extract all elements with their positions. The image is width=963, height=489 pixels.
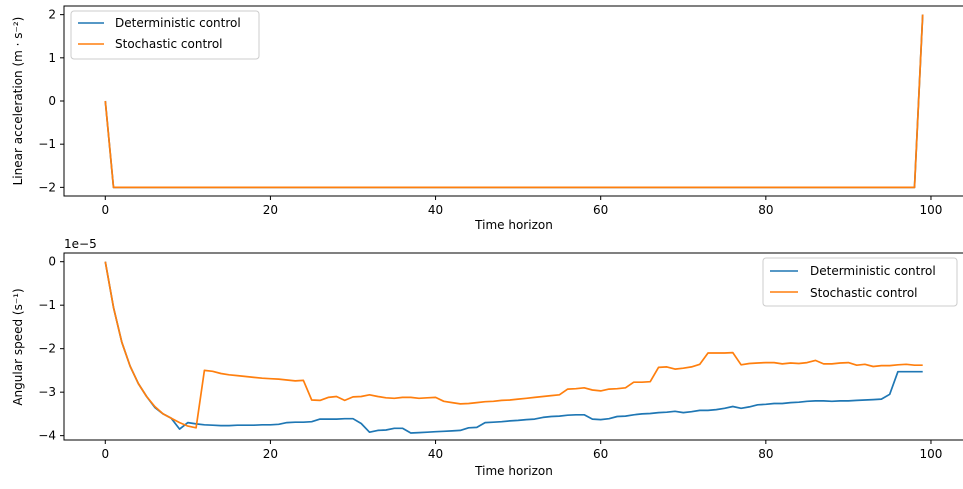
bottom-x-tick-label: 40 (428, 447, 443, 461)
top-x-tick-label: 60 (593, 203, 608, 217)
top-x-tick-label: 0 (101, 203, 109, 217)
bottom-x-tick-label: 0 (101, 447, 109, 461)
bottom-legend-label-deterministic: Deterministic control (810, 264, 936, 278)
top-legend: Deterministic control Stochastic control (70, 10, 260, 60)
top-x-tick-label: 100 (920, 203, 943, 217)
top-legend-label-stochastic: Stochastic control (115, 37, 223, 51)
bottom-legend: Deterministic control Stochastic control (762, 257, 958, 307)
bottom-legend-label-stochastic: Stochastic control (810, 286, 918, 300)
bottom-series-line-stochastic (104, 261, 923, 429)
top-panel: 0 20 40 60 80 100 2 1 0 −1 −2 Time horizon Linear… (11, 5, 963, 232)
bottom-y-axis-label: Angular speed (s⁻¹) (11, 288, 25, 405)
bottom-legend-box (762, 257, 958, 307)
bottom-panel: 1e−5 0 20 40 60 80 100 0 −1 −2 −3 −4 Time horizon… (11, 237, 963, 478)
top-x-tick-label: 40 (428, 203, 443, 217)
bottom-x-tick-label: 20 (263, 447, 278, 461)
top-x-axis-label: Time horizon (474, 218, 553, 232)
bottom-plot-frame (63, 252, 963, 441)
bottom-series-line-deterministic (104, 261, 923, 434)
bottom-y-tick-label: −4 (38, 429, 56, 443)
bottom-offset-text: 1e−5 (64, 237, 97, 251)
top-series-line-stochastic (104, 14, 924, 189)
bottom-y-tick-label: 0 (48, 255, 56, 269)
top-x-tick-label: 20 (263, 203, 278, 217)
top-x-tick-label: 80 (758, 203, 773, 217)
top-y-tick-label: 1 (48, 51, 56, 65)
top-legend-label-deterministic: Deterministic control (115, 16, 241, 30)
bottom-y-tick-label: −3 (38, 385, 56, 399)
bottom-x-axis-label: Time horizon (474, 464, 553, 478)
bottom-y-tick-label: −1 (38, 298, 56, 312)
top-y-tick-label: −2 (38, 180, 56, 194)
bottom-x-tick-label: 80 (758, 447, 773, 461)
bottom-x-tick-label: 100 (920, 447, 943, 461)
bottom-y-tick-label: −2 (38, 342, 56, 356)
top-y-axis-label: Linear acceleration (m · s⁻²) (11, 17, 25, 186)
bottom-x-tick-label: 60 (593, 447, 608, 461)
top-legend-box (70, 10, 260, 60)
top-y-tick-label: −1 (38, 137, 56, 151)
top-y-tick-label: 0 (48, 94, 56, 108)
top-y-tick-label: 2 (48, 8, 56, 22)
